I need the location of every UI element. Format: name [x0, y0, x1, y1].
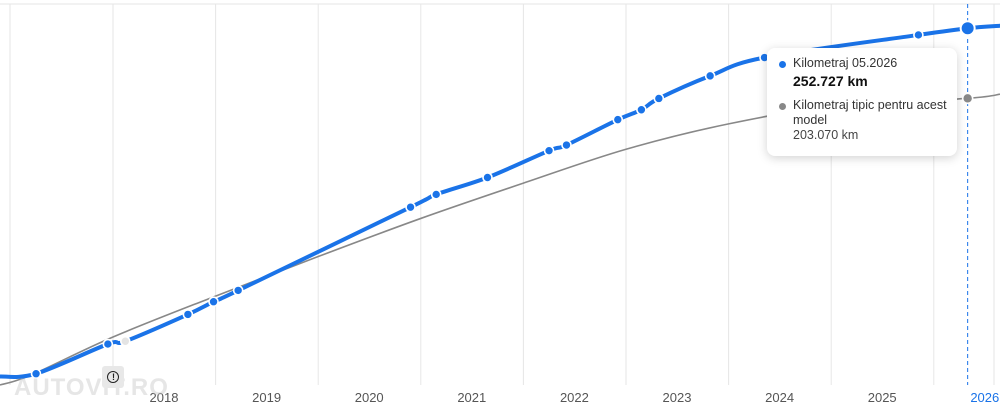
- exclamation-circle-icon: [107, 371, 119, 383]
- mileage-point[interactable]: [612, 114, 624, 125]
- tooltip-secondary-value: 203.070 km: [793, 128, 859, 142]
- mileage-point[interactable]: [102, 338, 114, 350]
- x-tick-label: 2026: [970, 390, 999, 405]
- mileage-point[interactable]: [482, 172, 493, 183]
- tooltip-primary-value: 252.727 km: [793, 73, 868, 89]
- watermark: AUTOVIT.RO: [14, 374, 169, 401]
- series-dot-icon: [779, 103, 786, 110]
- tooltip-primary: Kilometraj 05.2026 252.727 km: [779, 56, 947, 90]
- mileage-point[interactable]: [653, 93, 665, 104]
- mileage-point[interactable]: [405, 201, 416, 213]
- series-dot-icon: [779, 61, 786, 68]
- mileage-point[interactable]: [543, 145, 555, 156]
- x-tick-label: 2023: [663, 390, 692, 405]
- mileage-point[interactable]: [913, 29, 924, 41]
- mileage-point[interactable]: [120, 335, 131, 347]
- tooltip-secondary: Kilometraj tipic pentru acest model 203.…: [779, 98, 947, 143]
- chart-tooltip: Kilometraj 05.2026 252.727 km Kilometraj…: [767, 48, 957, 156]
- mileage-point[interactable]: [636, 104, 647, 116]
- mileage-point[interactable]: [232, 285, 244, 296]
- mileage-point[interactable]: [30, 368, 42, 380]
- mileage-point[interactable]: [959, 20, 976, 37]
- warning-badge[interactable]: !: [102, 366, 124, 388]
- x-tick-label: 2022: [560, 390, 589, 405]
- typical-mileage-point[interactable]: [961, 92, 974, 105]
- tooltip-secondary-label: Kilometraj tipic pentru acest model: [793, 98, 947, 127]
- x-tick-label: 2024: [765, 390, 794, 405]
- mileage-point[interactable]: [208, 296, 219, 308]
- x-tick-label: 2019: [252, 390, 281, 405]
- x-tick-label: 2021: [457, 390, 486, 405]
- mileage-point[interactable]: [704, 70, 716, 82]
- mileage-point[interactable]: [182, 309, 194, 320]
- mileage-point[interactable]: [430, 189, 442, 200]
- x-tick-label: 2020: [355, 390, 384, 405]
- mileage-point[interactable]: [561, 139, 572, 151]
- x-tick-label: 2025: [868, 390, 897, 405]
- x-tick-label: 2018: [150, 390, 179, 405]
- tooltip-primary-label: Kilometraj 05.2026: [793, 56, 898, 70]
